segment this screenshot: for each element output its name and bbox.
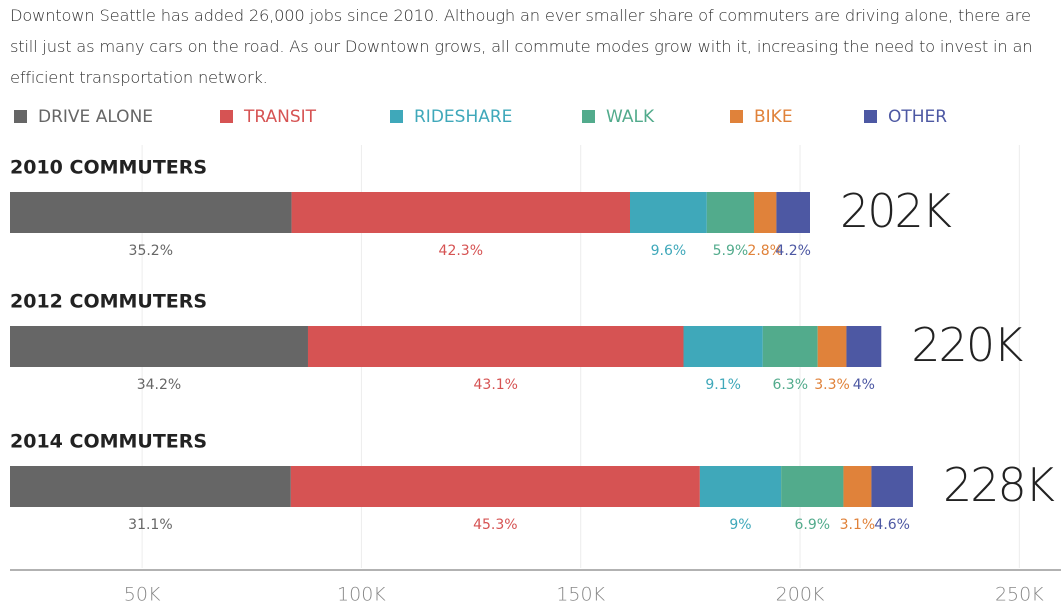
value-label: 34.2% <box>137 377 181 393</box>
legend-label: RIDESHARE <box>414 107 512 127</box>
category-label: 2014 COMMUTERS <box>10 431 207 453</box>
bar-segment <box>10 192 292 233</box>
bar-segment <box>776 192 810 233</box>
value-label: 43.1% <box>474 377 518 393</box>
legend-swatch <box>14 110 27 123</box>
bar-segment <box>754 192 777 233</box>
bar-segment <box>706 192 754 233</box>
bar-segment <box>817 326 847 367</box>
bar-segment <box>291 192 630 233</box>
category-label: 2010 COMMUTERS <box>10 157 207 179</box>
legend-swatch <box>390 110 403 123</box>
x-tick-label: 200K <box>776 584 825 606</box>
bar-segment <box>781 466 844 507</box>
legend-label: DRIVE ALONE <box>38 107 153 127</box>
value-label: 42.3% <box>439 243 483 259</box>
value-label: 5.9% <box>713 243 749 259</box>
value-label: 3.3% <box>814 377 850 393</box>
category-label: 2012 COMMUTERS <box>10 291 207 313</box>
x-tick-label: 50K <box>124 584 161 606</box>
bar-segment <box>683 326 763 367</box>
value-label: 4% <box>853 377 875 393</box>
bar-segment <box>699 466 782 507</box>
total-label: 228K <box>943 458 1055 512</box>
bar-segment <box>10 326 308 367</box>
value-label: 4.6% <box>874 517 910 533</box>
bar-segment <box>10 466 291 507</box>
bar-segment <box>846 326 882 367</box>
value-label: 2.8% <box>747 243 783 259</box>
value-label: 4.2% <box>775 243 811 259</box>
value-label: 6.9% <box>795 517 831 533</box>
x-tick-label: 100K <box>337 584 386 606</box>
total-label: 220K <box>911 318 1023 372</box>
value-label: 9.6% <box>651 243 687 259</box>
x-tick-label: 150K <box>556 584 605 606</box>
bar-segment <box>307 326 684 367</box>
legend-swatch <box>582 110 595 123</box>
legend-label: OTHER <box>888 107 947 127</box>
value-label: 3.1% <box>840 517 876 533</box>
legend-label: TRANSIT <box>243 107 317 127</box>
bar-segment <box>843 466 872 507</box>
x-tick-label: 250K <box>995 584 1044 606</box>
value-label: 6.3% <box>772 377 808 393</box>
value-label: 35.2% <box>129 243 173 259</box>
value-label: 9% <box>729 517 751 533</box>
legend-swatch <box>864 110 877 123</box>
bar-segment <box>290 466 700 507</box>
bar-segment <box>871 466 913 507</box>
value-label: 9.1% <box>705 377 741 393</box>
legend-label: BIKE <box>754 107 793 127</box>
bar-segment <box>762 326 818 367</box>
value-label: 45.3% <box>473 517 517 533</box>
bar-segment <box>630 192 707 233</box>
legend-swatch <box>220 110 233 123</box>
total-label: 202K <box>840 184 952 238</box>
intro-text: Downtown Seattle has added 26,000 jobs s… <box>10 6 1033 87</box>
value-label: 31.1% <box>128 517 172 533</box>
legend-label: WALK <box>606 107 655 127</box>
legend-swatch <box>730 110 743 123</box>
